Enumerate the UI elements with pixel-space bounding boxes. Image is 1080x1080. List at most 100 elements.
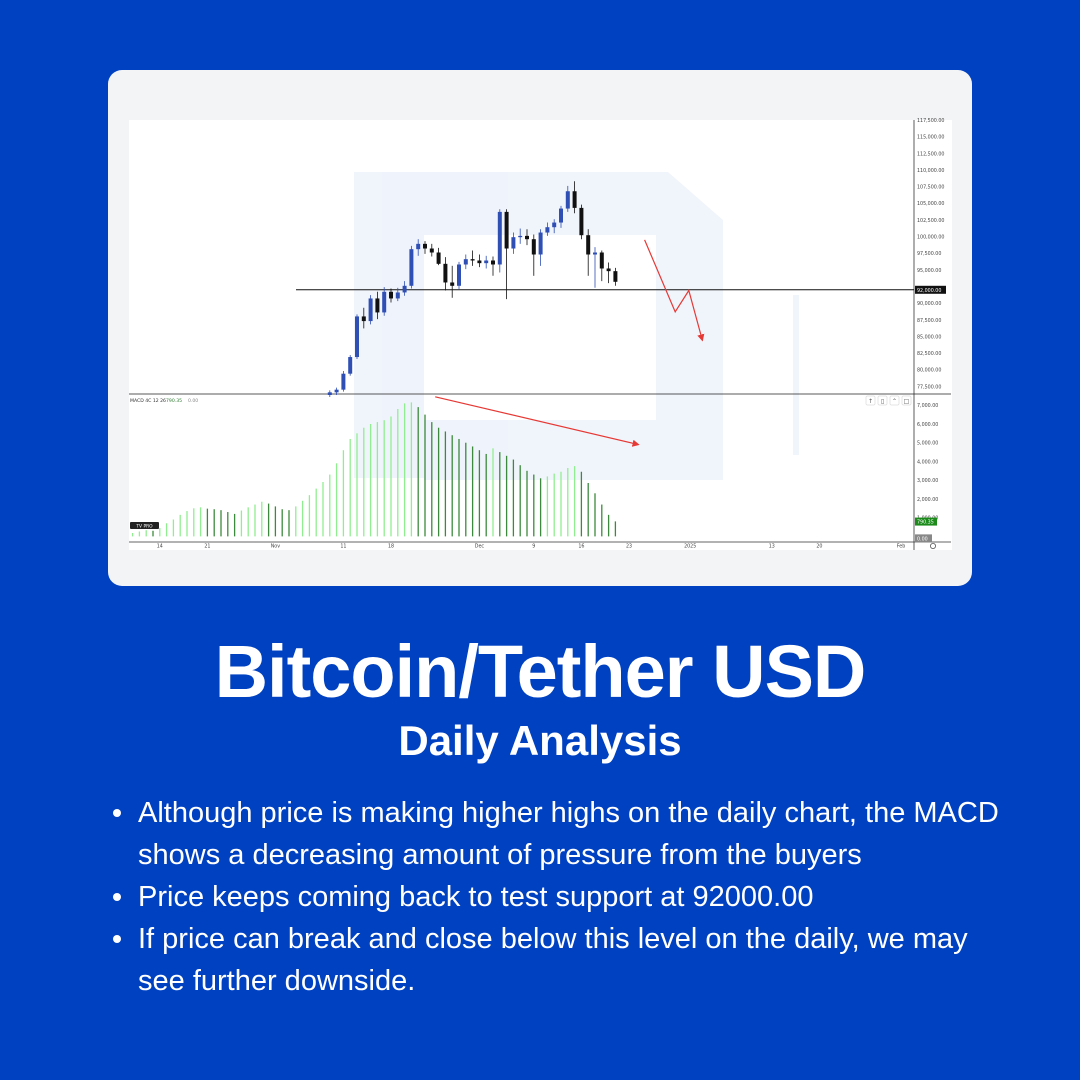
macd-tick-label: 7,000.00 — [917, 403, 938, 409]
candle-body — [361, 316, 366, 322]
macd-tick-label: 2,000.00 — [917, 497, 938, 503]
candle-body — [552, 222, 557, 228]
price-candle — [545, 222, 550, 236]
price-tick-label: 95,000.00 — [917, 268, 941, 274]
price-candle — [327, 390, 332, 397]
maximize-icon-box — [901, 395, 912, 406]
price-candle — [450, 265, 455, 298]
macd-legend-value: 790.35 — [166, 398, 182, 404]
price-candle — [477, 254, 482, 268]
tradingview-badge — [130, 522, 159, 529]
price-candle — [395, 287, 400, 302]
candle-body — [348, 357, 353, 374]
candle-body — [531, 239, 536, 255]
trash-icon[interactable]: ▯ — [877, 395, 888, 406]
price-tick-label: 77,500.00 — [917, 384, 941, 390]
price-tick-label: 90,000.00 — [917, 301, 941, 307]
maximize-icon[interactable]: □ — [901, 395, 912, 406]
up-arrow-icon-glyph: ↑ — [868, 398, 873, 405]
candle-body — [606, 268, 611, 272]
support-price-tag — [915, 285, 946, 294]
price-candle — [552, 219, 557, 234]
price-candle — [497, 209, 502, 273]
macd-legend-title: MACD 4C 12 26 — [130, 398, 166, 404]
candle-body — [484, 260, 489, 264]
price-tick-label: 117,500.00 — [917, 118, 944, 124]
price-candle — [511, 232, 516, 254]
price-chart[interactable]: 117,500.00115,000.00112,500.00110,000.00… — [108, 70, 972, 586]
candle-body — [457, 264, 461, 286]
price-tick-label: 87,500.00 — [917, 318, 941, 324]
price-candle — [355, 314, 359, 360]
candle-body — [355, 316, 359, 358]
time-tick-label: 11 — [340, 544, 346, 550]
price-candle — [565, 185, 570, 212]
up-arrow-icon[interactable]: ↑ — [865, 395, 876, 406]
candle-body — [477, 260, 482, 264]
price-tick-label: 115,000.00 — [917, 135, 944, 141]
candle-body — [416, 243, 421, 250]
macd-value-label: 790.35 — [917, 520, 934, 526]
watermark-logo — [354, 172, 799, 480]
price-candle — [423, 241, 427, 254]
candle-body — [504, 211, 509, 249]
price-candle — [443, 257, 448, 291]
divergence-arrow — [435, 396, 640, 447]
price-candle — [599, 250, 604, 282]
page-subtitle: Daily Analysis — [398, 717, 682, 764]
time-tick-label: 9 — [532, 544, 535, 550]
candle-body — [443, 263, 448, 283]
support-price-label: 92,000.00 — [917, 288, 941, 294]
price-candle — [559, 205, 563, 228]
candle-body — [565, 191, 570, 209]
settings-gear-icon[interactable] — [930, 542, 937, 549]
time-tick-label: Feb — [897, 544, 906, 550]
candle-body — [334, 389, 339, 393]
price-candle — [463, 254, 468, 270]
price-candle — [538, 229, 543, 266]
candle-body — [382, 291, 387, 313]
price-tick-label: 105,000.00 — [917, 201, 944, 207]
tradingview-badge-text: TV PRO — [135, 524, 153, 530]
maximize-icon-glyph: □ — [904, 398, 910, 405]
time-tick-label: 2025 — [684, 544, 696, 550]
price-candle — [504, 209, 509, 300]
price-candle — [586, 229, 591, 276]
time-tick-label: 16 — [578, 544, 584, 550]
price-tick-label: 97,500.00 — [917, 251, 941, 257]
price-candle — [518, 228, 523, 244]
price-candle — [416, 239, 421, 256]
candle-body — [327, 392, 332, 395]
candle-body — [538, 232, 543, 255]
candle-body — [470, 259, 475, 261]
candle-body — [409, 249, 414, 286]
price-candle — [361, 307, 366, 329]
candle-body — [436, 252, 441, 264]
chart-card: 117,500.00 115,000.00 112,500.00 110,000.00… — [108, 70, 972, 586]
candle-body — [599, 252, 604, 269]
collapse-icon[interactable]: ⌃ — [889, 395, 900, 406]
bullet-item: Although price is making higher highs on… — [113, 792, 1018, 876]
candle-body — [341, 373, 346, 390]
candle-body — [518, 235, 523, 238]
candle-body — [395, 292, 400, 299]
price-candle — [572, 181, 577, 214]
candle-body — [389, 291, 393, 299]
candle-body — [463, 259, 468, 265]
candle-body — [572, 191, 577, 208]
macd-value-tag — [915, 517, 937, 526]
price-tick-label: 110,000.00 — [917, 168, 944, 174]
candle-body — [429, 248, 434, 253]
candle-body — [579, 207, 584, 236]
macd-tick-label: 6,000.00 — [917, 422, 938, 428]
price-candle — [593, 247, 597, 288]
price-tick-label: 82,500.00 — [917, 351, 941, 357]
price-candle — [409, 245, 414, 289]
candle-body — [375, 298, 380, 313]
price-tick-label: 80,000.00 — [917, 368, 941, 374]
macd-tick-label: 3,000.00 — [917, 478, 938, 484]
projection-arrow — [644, 239, 705, 342]
macd-zero-tag — [915, 534, 932, 543]
price-candle — [579, 204, 584, 240]
time-tick-label: 18 — [388, 544, 394, 550]
